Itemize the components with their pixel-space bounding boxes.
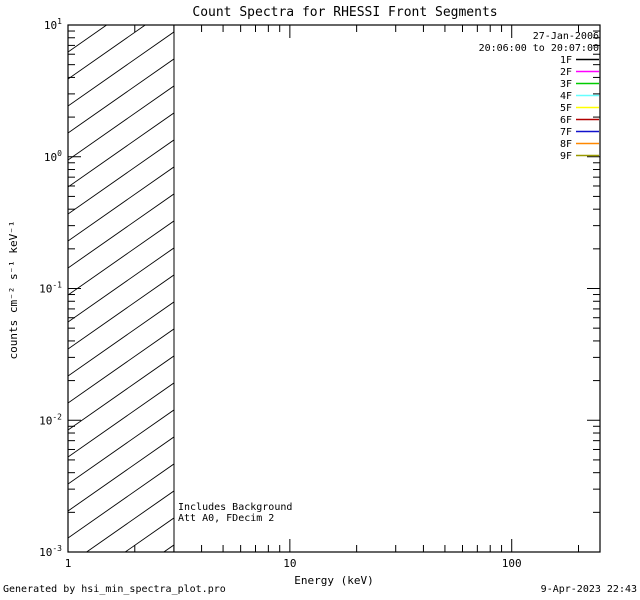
axis-ticks (67, 24, 600, 553)
footer-timestamp: 9-Apr-2023 22:43 (541, 584, 637, 595)
chart-title: Count Spectra for RHESSI Front Segments (192, 5, 497, 20)
x-tick-labels: 1 10 100 (65, 557, 522, 570)
legend-time-range: 20:06:00 to 20:07:00 (479, 43, 599, 54)
legend-entry-label: 6F (560, 115, 572, 126)
legend-entry-label: 4F (560, 91, 572, 102)
hatch-line (68, 436, 174, 512)
annotation-block: Includes Background Att A0, FDecim 2 (178, 502, 292, 524)
hatch-line (68, 247, 174, 323)
y-tick-label: 10-2 (39, 412, 62, 427)
hatch-line (68, 166, 174, 242)
hatch-line (124, 517, 174, 552)
hatch-line (68, 25, 69, 26)
hatch-line (68, 409, 174, 485)
legend-entry-label: 5F (560, 103, 572, 114)
hatch-line (68, 25, 108, 53)
hatch-line (68, 463, 174, 539)
hatch-line (68, 301, 174, 377)
x-tick-label: 1 (65, 557, 72, 570)
hatch-line (68, 58, 174, 134)
hatch-line (68, 355, 174, 431)
hatch-line (68, 85, 174, 161)
hatch-line (68, 139, 174, 215)
x-axis-label: Energy (keV) (294, 574, 373, 587)
hatch-line (68, 382, 174, 458)
hatch-line (85, 490, 174, 552)
annotation-includes-background: Includes Background (178, 502, 292, 513)
hatch-line (68, 220, 174, 296)
y-tick-labels: 101 100 10-1 10-2 10-3 (39, 17, 62, 559)
hatch-line (68, 112, 174, 188)
legend-date: 27-Jan-2006 (533, 31, 599, 42)
hatch-line (68, 25, 147, 80)
y-tick-label: 101 (44, 17, 62, 32)
legend-entry-label: 8F (560, 139, 572, 150)
legend-entry-label: 2F (560, 67, 572, 78)
legend-entry-label: 9F (560, 151, 572, 162)
hatch-line (68, 274, 174, 350)
x-tick-label: 100 (502, 557, 522, 570)
y-axis-label: counts cm⁻² s⁻¹ keV⁻¹ (7, 220, 20, 359)
hatch-region (68, 25, 174, 552)
legend-entry-label: 7F (560, 127, 572, 138)
y-tick-label: 100 (44, 149, 62, 164)
footer-generated-by: Generated by hsi_min_spectra_plot.pro (3, 584, 226, 595)
hatch-line (68, 31, 174, 107)
y-tick-label: 10-1 (39, 281, 62, 296)
x-tick-label: 10 (283, 557, 296, 570)
annotation-attenuator-state: Att A0, FDecim 2 (178, 513, 274, 524)
hatch-line (68, 193, 174, 269)
y-tick-label: 10-3 (39, 544, 62, 559)
hatch-line (68, 328, 174, 404)
legend-entry-label: 3F (560, 79, 572, 90)
legend-entry-label: 1F (560, 55, 572, 66)
